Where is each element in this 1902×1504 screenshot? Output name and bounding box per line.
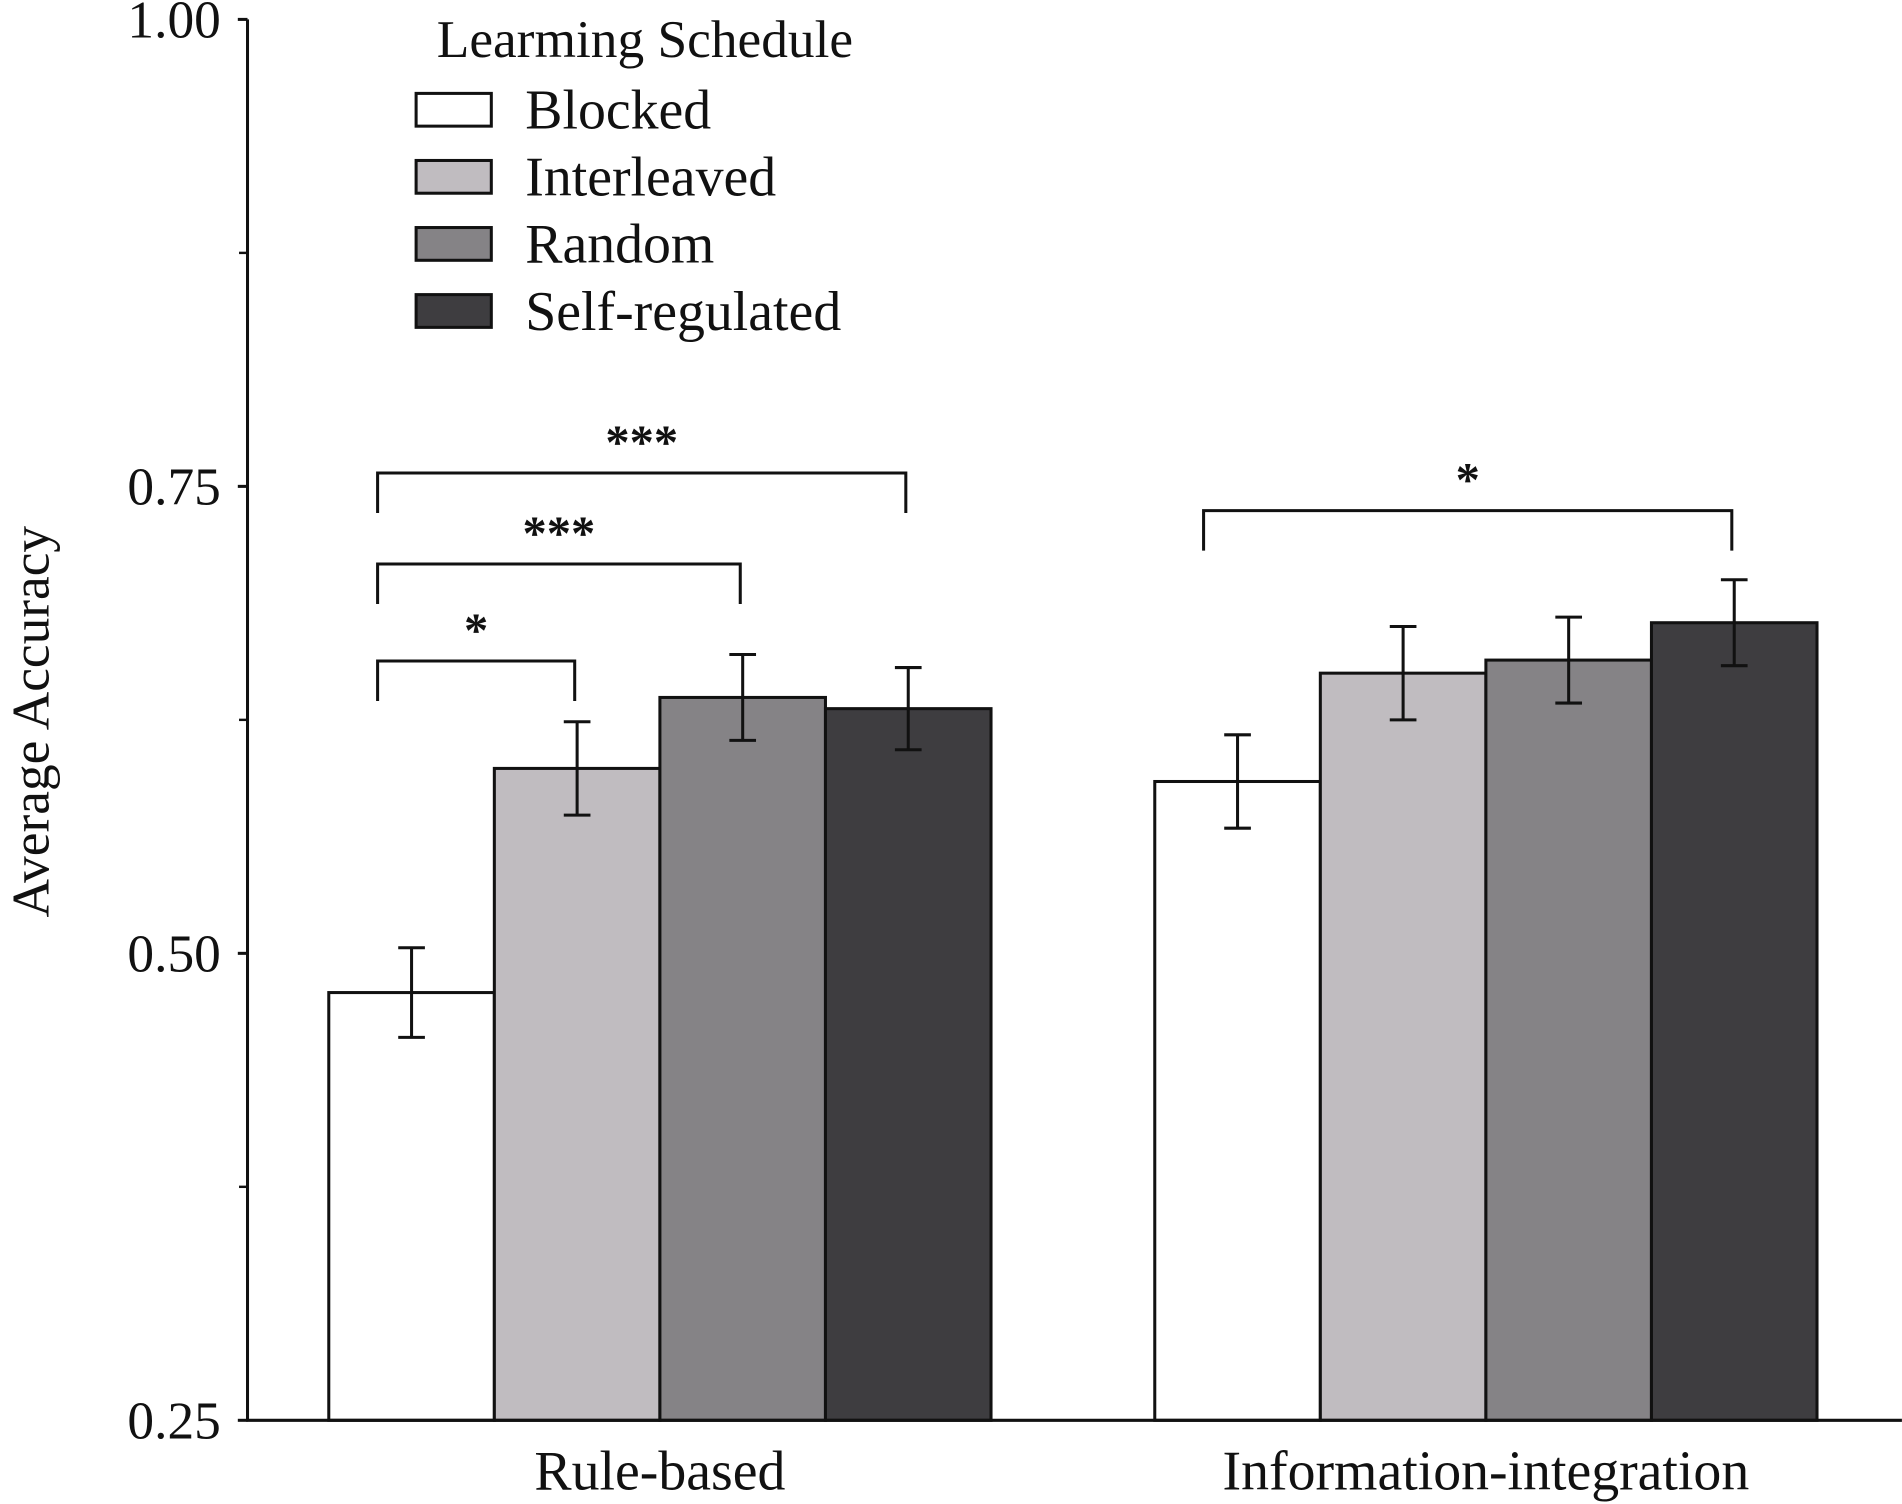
x-tick-label: Rule-based [534,1440,785,1502]
legend-label: Interleaved [525,147,776,209]
significance-bracket [376,471,908,514]
legend-swatch-interleaved [414,158,493,195]
bar-random [658,695,827,1422]
y-axis-label: Average Accuracy [1,526,61,918]
bar-random [1484,658,1653,1422]
y-tick-label: 0.75 [127,457,220,517]
legend-swatch-blocked [414,91,493,128]
significance-label: * [464,604,488,657]
significance-label: * [1456,454,1480,507]
bar-self-regulated [823,707,993,1422]
bar-blocked [327,991,496,1422]
x-tick-labels: Rule-based Information-integration [534,1440,1749,1502]
y-tick-label: 0.25 [127,1391,220,1451]
legend-label: Self-regulated [525,281,841,343]
legend-title: Learming Schedule [437,9,853,69]
y-tick-label: 0.50 [127,924,220,984]
significance-layer: ******** [376,416,1734,702]
bar-interleaved [492,766,662,1422]
significance-label: *** [605,416,678,469]
significance-label: *** [523,507,596,560]
bar-interleaved [1318,671,1488,1422]
legend-swatch-random [414,226,493,262]
bars-layer [327,621,1819,1422]
significance-bracket [376,562,742,605]
bar-self-regulated [1649,621,1819,1422]
legend-label: Random [525,214,714,276]
significance-bracket [376,659,577,702]
significance-bracket [1202,509,1734,551]
bar-blocked [1153,779,1322,1422]
error-bars-layer [398,578,1748,1039]
x-tick-label: Information-integration [1223,1440,1750,1502]
legend: Learming Schedule BlockedInterleavedRand… [414,9,853,343]
y-tick-label: 1.00 [127,0,220,50]
legend-swatch-self-regulated [414,293,493,329]
y-ticks: 0.25 0.50 0.75 1.00 [127,0,248,1451]
legend-label: Blocked [525,80,711,142]
